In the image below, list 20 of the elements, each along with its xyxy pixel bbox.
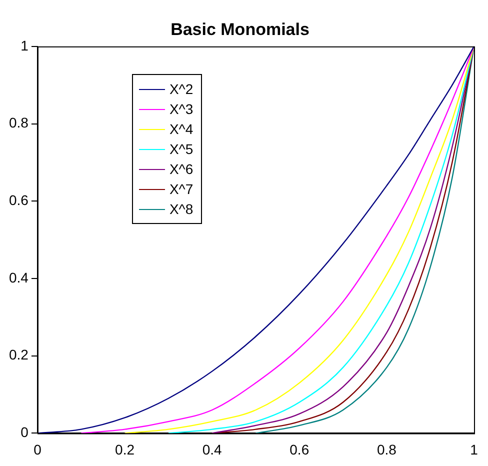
y-tick-label: 0.2 <box>8 346 29 363</box>
x-tick-label: 0.6 <box>290 441 310 458</box>
x-tick-label: 0.4 <box>202 441 222 458</box>
x-tick-label: 0 <box>34 441 42 458</box>
legend-label: X^6 <box>169 161 194 178</box>
y-tick-label: 1 <box>20 37 29 54</box>
y-tick-label: 0 <box>20 424 29 440</box>
y-tick-label: 0.4 <box>8 269 29 286</box>
x-tick-label: 0.2 <box>115 441 135 458</box>
legend-label: X^4 <box>169 121 194 138</box>
x-tick-label: 1 <box>470 441 478 458</box>
legend-label: X^8 <box>169 201 194 218</box>
legend-label: X^5 <box>169 141 194 158</box>
y-tick-label: 0.6 <box>8 192 29 208</box>
y-tick-label: 0.8 <box>8 114 29 131</box>
chart-title: Basic Monomials <box>170 20 310 39</box>
x-tick-label: 0.8 <box>376 441 397 458</box>
legend-label: X^2 <box>169 81 194 98</box>
legend-label: X^3 <box>169 101 194 118</box>
legend-label: X^7 <box>169 181 194 198</box>
